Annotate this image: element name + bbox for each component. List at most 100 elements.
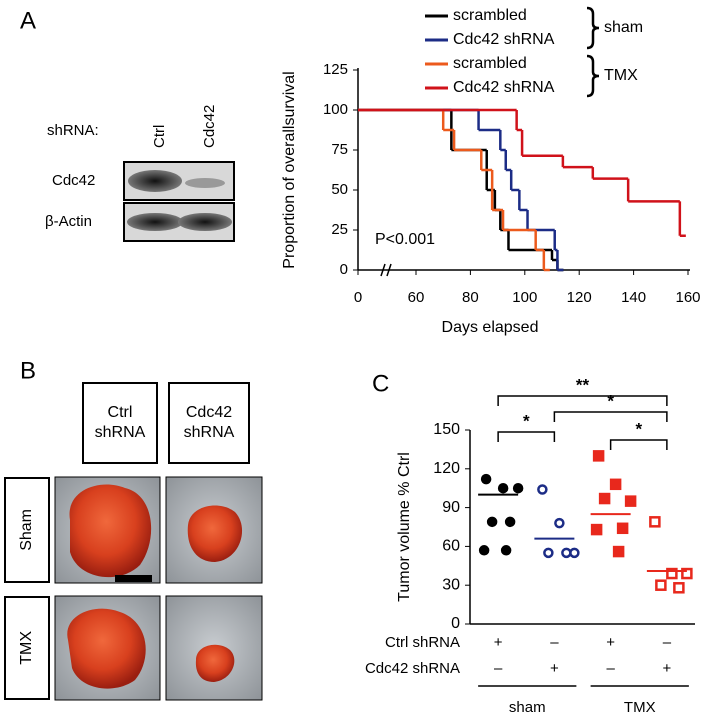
dot	[681, 567, 693, 580]
y-tick-label: 60	[442, 538, 460, 555]
y-axis-label: Proportion of overallsurvival	[281, 71, 298, 268]
tumor	[195, 644, 235, 682]
dot	[486, 516, 498, 528]
x-tick-label: 160	[675, 289, 700, 306]
table-row-label: Cdc42 shRNA	[365, 660, 460, 677]
legend-label: scrambled	[453, 7, 527, 24]
table-cell: –	[663, 634, 672, 651]
table-cell: +	[494, 634, 503, 651]
row-label: TMX	[4, 596, 50, 700]
dot	[592, 450, 605, 462]
table-cell: +	[550, 660, 559, 677]
blot-band	[178, 213, 232, 231]
row-label-text: TMX	[18, 631, 35, 665]
dot	[497, 482, 509, 494]
blot-lane-title: shRNA:	[47, 122, 99, 139]
blot-band	[185, 178, 225, 188]
y-tick-label: 75	[331, 141, 348, 158]
tumor	[69, 484, 152, 578]
legend-label: Cdc42 shRNA	[453, 31, 555, 48]
y-tick-label: 90	[442, 499, 460, 516]
dot	[512, 482, 524, 494]
legend-label: scrambled	[453, 55, 527, 72]
dot	[480, 473, 492, 485]
panel-label: B	[20, 357, 36, 384]
blot-lane: Ctrl	[151, 125, 168, 148]
legend-brace	[586, 54, 600, 98]
column-label: Cdc42 shRNA	[168, 382, 250, 464]
significance-label: *	[607, 391, 614, 410]
x-tick-label: 0	[354, 289, 362, 306]
legend-group: sham	[604, 19, 643, 36]
panel-label: A	[20, 7, 36, 34]
y-tick-label: 100	[323, 101, 348, 118]
dot	[554, 517, 565, 529]
x-axis-label: Days elapsed	[442, 319, 539, 336]
x-tick-label: 80	[462, 289, 479, 306]
dot	[666, 567, 678, 580]
y-tick-label: 0	[340, 261, 348, 278]
significance-label: **	[576, 375, 590, 394]
dot	[616, 522, 629, 535]
blot-band	[127, 213, 183, 231]
group-label: TMX	[624, 699, 656, 716]
legend-brace	[586, 6, 600, 50]
significance-label: *	[635, 419, 642, 438]
blot-row: Cdc42	[52, 172, 95, 189]
x-tick-label: 100	[512, 289, 537, 306]
dot	[624, 495, 637, 507]
table-cell: –	[494, 660, 503, 677]
annotation: P<0.001	[375, 231, 435, 248]
tumor	[187, 505, 243, 562]
x-tick-label: 120	[567, 289, 592, 306]
dot	[561, 547, 572, 559]
legend-group: TMX	[604, 67, 638, 84]
significance-bracket	[497, 395, 668, 406]
x-tick-label: 140	[621, 289, 646, 306]
y-axis-label: Tumor volume % Ctrl	[396, 452, 413, 602]
axis-break	[380, 263, 392, 277]
panel-label: C	[372, 370, 389, 397]
column-label: Ctrl shRNA	[82, 382, 158, 464]
row-label-text: Sham	[18, 509, 35, 551]
group-label: sham	[509, 699, 546, 716]
table-row-label: Ctrl shRNA	[385, 634, 460, 651]
dot	[598, 492, 611, 505]
significance-label: *	[523, 411, 530, 430]
y-tick-label: 150	[433, 421, 460, 438]
y-tick-label: 50	[331, 181, 348, 198]
x-tick-label: 60	[408, 289, 425, 306]
table-cell: +	[662, 660, 671, 677]
dot	[478, 545, 490, 556]
blot-row: β-Actin	[45, 213, 92, 230]
y-tick-label: 125	[323, 61, 348, 78]
legend-label: Cdc42 shRNA	[453, 79, 555, 96]
significance-bracket	[609, 439, 668, 450]
y-tick-label: 30	[442, 576, 460, 593]
significance-bracket	[497, 431, 556, 442]
dot	[504, 516, 516, 528]
tumor	[67, 608, 146, 689]
dot	[537, 484, 548, 495]
table-cell: –	[606, 660, 615, 677]
dot	[673, 582, 685, 594]
y-tick-label: 25	[331, 221, 348, 238]
y-tick-label: 120	[433, 460, 460, 477]
dot	[612, 545, 625, 558]
dot	[543, 547, 554, 559]
significance-bracket	[553, 411, 668, 422]
dot	[500, 545, 512, 556]
dot	[655, 579, 667, 591]
blot-lane: Cdc42	[201, 105, 218, 148]
row-label: Sham	[4, 477, 50, 583]
scale-bar	[115, 575, 152, 582]
blot-band	[128, 170, 182, 192]
dot	[590, 523, 603, 536]
y-tick-label: 0	[451, 615, 460, 632]
table-cell: +	[606, 634, 615, 651]
dot	[609, 478, 622, 491]
table-cell: –	[550, 634, 559, 651]
dot	[649, 516, 661, 528]
